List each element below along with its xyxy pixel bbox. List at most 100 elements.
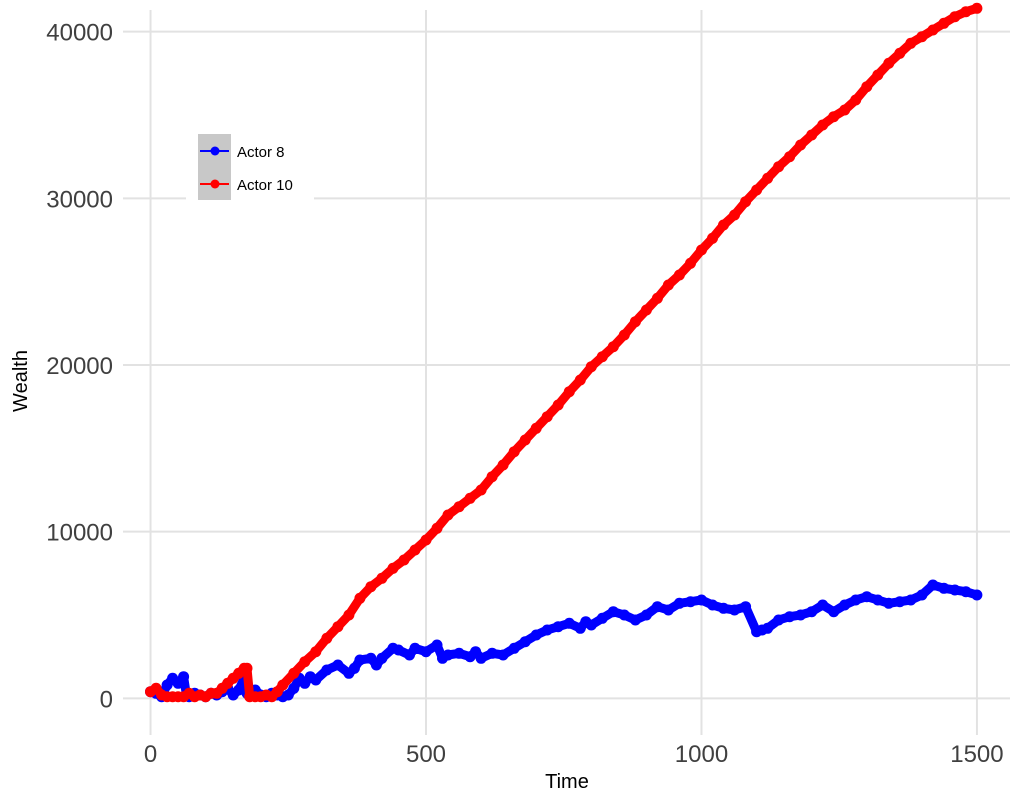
- data-point: [762, 622, 774, 634]
- data-point: [729, 604, 740, 616]
- data-point: [563, 617, 575, 629]
- data-point: [696, 244, 707, 256]
- legend-label: Actor 8: [237, 144, 285, 161]
- legend: Actor 8 Actor 10: [186, 125, 314, 207]
- data-point: [618, 329, 630, 341]
- data-point: [519, 636, 531, 648]
- data-point: [773, 614, 785, 626]
- data-point: [806, 129, 818, 141]
- data-point: [596, 351, 608, 363]
- data-point: [662, 604, 674, 616]
- data-point: [343, 609, 355, 621]
- data-point: [729, 209, 740, 221]
- data-point: [949, 584, 961, 596]
- data-point: [751, 184, 763, 196]
- data-point: [431, 639, 443, 651]
- y-tick-label: 10000: [46, 520, 113, 547]
- data-point: [585, 361, 597, 373]
- data-point: [348, 662, 360, 674]
- data-point: [828, 606, 840, 618]
- data-point: [883, 57, 895, 69]
- x-tick-label: 1500: [950, 741, 1003, 768]
- data-point: [530, 422, 542, 434]
- data-point: [585, 619, 597, 631]
- data-point: [872, 594, 884, 606]
- data-point: [662, 279, 674, 291]
- data-point: [927, 24, 939, 36]
- data-point: [784, 611, 796, 623]
- data-point: [233, 684, 245, 696]
- data-point: [365, 581, 377, 593]
- x-axis-title: Time: [545, 771, 589, 793]
- data-point: [618, 609, 630, 621]
- data-point: [784, 151, 796, 163]
- data-point: [376, 572, 388, 584]
- data-point: [971, 2, 983, 14]
- data-point: [453, 501, 465, 513]
- data-point: [508, 446, 520, 458]
- data-point: [398, 554, 410, 566]
- data-point: [696, 594, 707, 606]
- data-point: [552, 621, 564, 633]
- data-point: [541, 624, 553, 636]
- data-point: [850, 594, 862, 606]
- data-point: [497, 459, 509, 471]
- data-point: [938, 17, 950, 29]
- data-point: [354, 654, 366, 666]
- data-point: [321, 632, 333, 644]
- data-point: [354, 592, 366, 604]
- data-point: [651, 292, 663, 304]
- data-point: [673, 597, 685, 609]
- data-point: [839, 599, 851, 611]
- data-point: [541, 411, 553, 423]
- data-point: [817, 599, 829, 611]
- data-point: [883, 597, 895, 609]
- data-point: [850, 94, 862, 106]
- data-point: [960, 586, 972, 598]
- data-point: [321, 664, 333, 676]
- data-point: [277, 679, 289, 691]
- data-point: [486, 647, 498, 659]
- data-point: [178, 671, 190, 683]
- data-point: [795, 139, 807, 151]
- data-point: [288, 682, 300, 694]
- data-point: [442, 509, 454, 521]
- series-actor-8: [145, 579, 983, 703]
- data-point: [673, 269, 685, 281]
- data-point: [607, 341, 619, 353]
- x-tick-label: 500: [406, 741, 446, 768]
- data-point: [453, 647, 465, 659]
- data-point: [839, 104, 851, 116]
- data-point: [894, 596, 906, 608]
- series-layer: [145, 2, 983, 703]
- legend-label: Actor 10: [237, 177, 293, 194]
- data-point: [640, 609, 652, 621]
- data-point: [393, 644, 404, 656]
- data-point: [861, 81, 873, 93]
- data-point: [310, 646, 322, 658]
- tick-labels: 0 10000 20000 30000 40000 0 500 1000 1500: [46, 20, 1003, 768]
- data-point: [916, 31, 928, 43]
- data-point: [762, 172, 774, 184]
- data-point: [629, 614, 641, 626]
- legend-item-actor-8: Actor 8: [198, 134, 285, 167]
- data-point: [894, 47, 906, 59]
- data-point: [916, 589, 928, 601]
- series-actor-10: [145, 2, 983, 703]
- data-point: [574, 374, 586, 386]
- legend-key-point: [210, 179, 220, 189]
- legend-item-actor-10: Actor 10: [198, 167, 293, 200]
- data-point: [707, 232, 718, 244]
- legend-key-point: [210, 146, 220, 156]
- y-axis-title: Wealth: [10, 350, 32, 412]
- data-point: [596, 612, 608, 624]
- x-tick-label: 1000: [675, 741, 728, 768]
- data-point: [475, 652, 487, 664]
- data-point: [707, 599, 718, 611]
- data-point: [773, 161, 785, 173]
- data-point: [718, 602, 729, 614]
- data-point: [464, 492, 476, 504]
- data-point: [960, 6, 972, 18]
- x-tick-label: 0: [144, 741, 157, 768]
